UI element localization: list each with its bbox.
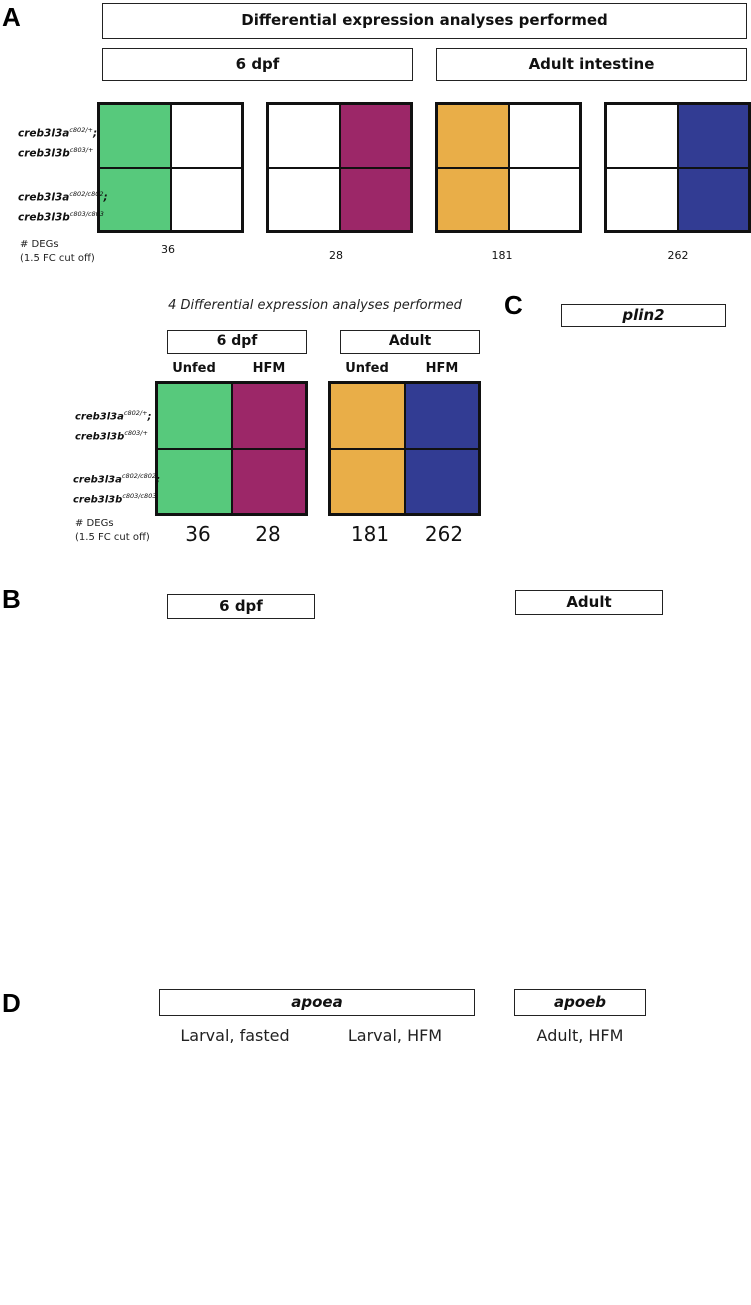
- plot-title-larval-fasted: Larval, fasted: [180, 1026, 290, 1045]
- summary-degs-6dpf-unfed: 36: [185, 522, 211, 546]
- summary-col-unfed-adult: Unfed: [345, 361, 389, 376]
- grid-cell: [99, 167, 171, 231]
- panel-a-title: Differential expression analyses perform…: [102, 3, 747, 39]
- summary-grid-adult: [328, 381, 481, 516]
- panel-letter-c: C: [504, 290, 523, 320]
- scatter-6dpf: [0, 620, 380, 950]
- grid-cell: [508, 104, 580, 168]
- gene-apoeb-header: apoeb: [514, 989, 646, 1016]
- cell-adult-hfm-mut: [404, 448, 479, 514]
- summary-degs-label: # DEGs (1.5 FC cut off): [75, 518, 150, 543]
- group-adult-header: Adult intestine: [436, 48, 747, 81]
- grid-cell: [437, 167, 509, 231]
- summary-genotype-het-label: creb3l3ac802/+; creb3l3bc803/+: [75, 409, 152, 443]
- boxplot-adult-hfm: [485, 1058, 665, 1305]
- boxplot-larval-fasted: [130, 1058, 315, 1305]
- grid-adult-hfm: [604, 102, 751, 233]
- summary-degs-6dpf-hfm: 28: [255, 522, 281, 546]
- summary-col-hfm-6dpf: HFM: [252, 361, 286, 376]
- plot-title-larval-hfm: Larval, HFM: [347, 1026, 443, 1045]
- grid-cell: [437, 104, 509, 168]
- cell-adult-hfm-het: [404, 383, 479, 449]
- panel-letter-d: D: [2, 988, 21, 1018]
- summary-6dpf-header: 6 dpf: [167, 330, 307, 354]
- grid-cell: [677, 104, 749, 168]
- scatter-6dpf-title: 6 dpf: [167, 594, 315, 619]
- summary-col-unfed-6dpf: Unfed: [172, 361, 216, 376]
- plin2-title: plin2: [561, 304, 726, 327]
- grid-cell: [339, 167, 411, 231]
- grid-cell: [339, 104, 411, 168]
- degs-label: # DEGs (1.5 FC cut off): [20, 239, 95, 264]
- grid-cell: [606, 167, 678, 231]
- cell-6dpf-hfm-het: [231, 383, 306, 449]
- plot-title-adult-hfm: Adult, HFM: [536, 1026, 624, 1045]
- cell-6dpf-unfed-het: [157, 383, 232, 449]
- degs-count-6dpf-hfm: 28: [329, 249, 343, 262]
- grid-cell: [99, 104, 171, 168]
- panel-letter-a: A: [2, 2, 21, 32]
- grid-cell: [508, 167, 580, 231]
- degs-count-adult-hfm: 262: [667, 249, 689, 262]
- summary-genotype-mut-label: creb3l3ac802/c802; creb3l3bc803/c803: [73, 472, 161, 506]
- summary-degs-adult-unfed: 181: [350, 522, 390, 546]
- genotype-mut-label: creb3l3ac802/c802; creb3l3bc803/c803: [18, 190, 108, 223]
- summary-subtitle: 4 Differential expression analyses perfo…: [168, 298, 462, 313]
- scatter-adult-title: Adult: [515, 590, 663, 615]
- boxplot-larval-hfm: [315, 1058, 485, 1305]
- cell-6dpf-unfed-mut: [157, 448, 232, 514]
- grid-cell: [170, 167, 242, 231]
- group-6dpf-header: 6 dpf: [102, 48, 413, 81]
- grid-6dpf-unfed: [97, 102, 244, 233]
- cell-6dpf-hfm-mut: [231, 448, 306, 514]
- summary-col-hfm-adult: HFM: [425, 361, 459, 376]
- grid-cell: [677, 167, 749, 231]
- grid-cell: [268, 104, 340, 168]
- summary-degs-adult-hfm: 262: [424, 522, 464, 546]
- grid-adult-unfed: [435, 102, 582, 233]
- genotype-het-label: creb3l3ac802/+; creb3l3bc803/+: [18, 126, 98, 159]
- panel-letter-b: B: [2, 584, 21, 614]
- gene-apoea-header: apoea: [159, 989, 475, 1016]
- grid-cell: [606, 104, 678, 168]
- summary-grid-6dpf: [155, 381, 308, 516]
- degs-count-6dpf-unfed: 36: [161, 243, 175, 256]
- degs-count-adult-unfed: 181: [491, 249, 513, 262]
- summary-adult-header: Adult: [340, 330, 480, 354]
- grid-cell: [268, 167, 340, 231]
- cell-adult-unfed-het: [330, 383, 405, 449]
- cell-adult-unfed-mut: [330, 448, 405, 514]
- grid-cell: [170, 104, 242, 168]
- grid-6dpf-hfm: [266, 102, 413, 233]
- scatter-adult: [380, 615, 751, 950]
- plin2-boxplot: [500, 330, 751, 585]
